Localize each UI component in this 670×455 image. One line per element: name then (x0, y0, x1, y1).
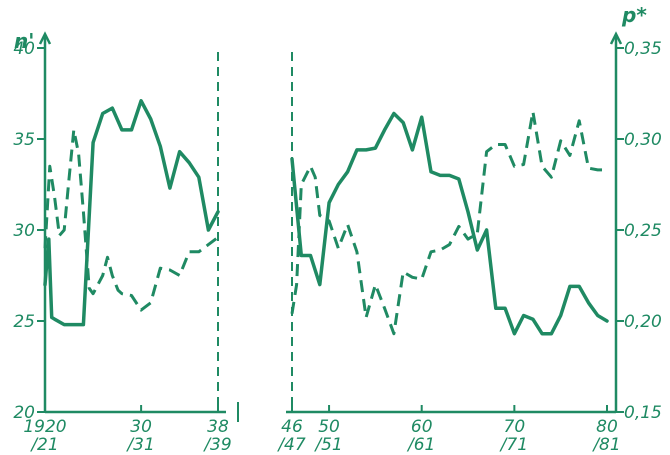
x-axis-tick-label-secondary: /61 (406, 435, 435, 455)
x-axis-segments (45, 402, 616, 422)
left-axis-ticks: 20 25 30 35 40 (13, 39, 45, 423)
left-axis-arrow (38, 31, 52, 45)
right-axis-tick-label: 0,20 (624, 312, 662, 332)
x-axis-tick-label-secondary: /21 (29, 435, 58, 455)
solid-series-line (43, 99, 220, 327)
right-axis-tick-label: 0,15 (624, 403, 662, 423)
axes: 20 25 30 35 40 0,15 0,20 0,25 0,30 0,35 1920/21 3… (13, 3, 662, 455)
left-axis-title: n' (14, 29, 34, 53)
right-axis-tick-label: 0,35 (624, 39, 662, 59)
x-axis-tick-label-secondary: /39 (202, 435, 231, 455)
x-axis-tick-label: 30 (130, 417, 152, 437)
x-axis-tick-label-secondary: /31 (125, 435, 154, 455)
x-axis-tick-label: 38 (207, 417, 229, 437)
right-axis-tick-label: 0,25 (624, 221, 662, 241)
x-axis-tick-label-secondary: /81 (591, 435, 620, 455)
x-axis-tick-label-secondary: /71 (499, 435, 528, 455)
right-axis-tick-label: 0,30 (624, 130, 662, 150)
x-axis-tick-label-secondary: /51 (313, 435, 342, 455)
right-axis-title: p* (621, 3, 647, 27)
dashed-series (43, 110, 607, 336)
x-axis-tick-label: 70 (504, 417, 526, 437)
left-axis-tick-label: 25 (13, 312, 35, 332)
left-axis-tick-label: 35 (13, 130, 35, 150)
x-axis-ticks: 1920/21 30/31 38/39 46/47 50/51 60/61 70/71 80/… (23, 405, 621, 455)
dashed-series-line (43, 128, 219, 312)
x-axis-tick-label: 46 (281, 417, 303, 437)
left-axis-tick-label: 30 (13, 221, 35, 241)
x-axis-tick-label: 50 (318, 417, 340, 437)
dashed-series-line (290, 110, 607, 336)
x-axis-tick-label: 1920 (23, 417, 66, 437)
x-axis-tick-label-secondary: /47 (276, 435, 306, 455)
left-axis-tick-label: 20 (13, 403, 35, 423)
solid-series (43, 99, 609, 336)
period-break-lines (217, 52, 293, 412)
solid-series-line (290, 111, 609, 336)
right-axis-arrow (609, 31, 623, 45)
series-layer (43, 99, 609, 336)
x-axis-tick-label: 80 (596, 417, 618, 437)
x-axis-tick-label: 60 (411, 417, 433, 437)
left-axis-tick-label: 40 (13, 39, 35, 59)
right-axis-ticks: 0,15 0,20 0,25 0,30 0,35 (616, 39, 662, 423)
